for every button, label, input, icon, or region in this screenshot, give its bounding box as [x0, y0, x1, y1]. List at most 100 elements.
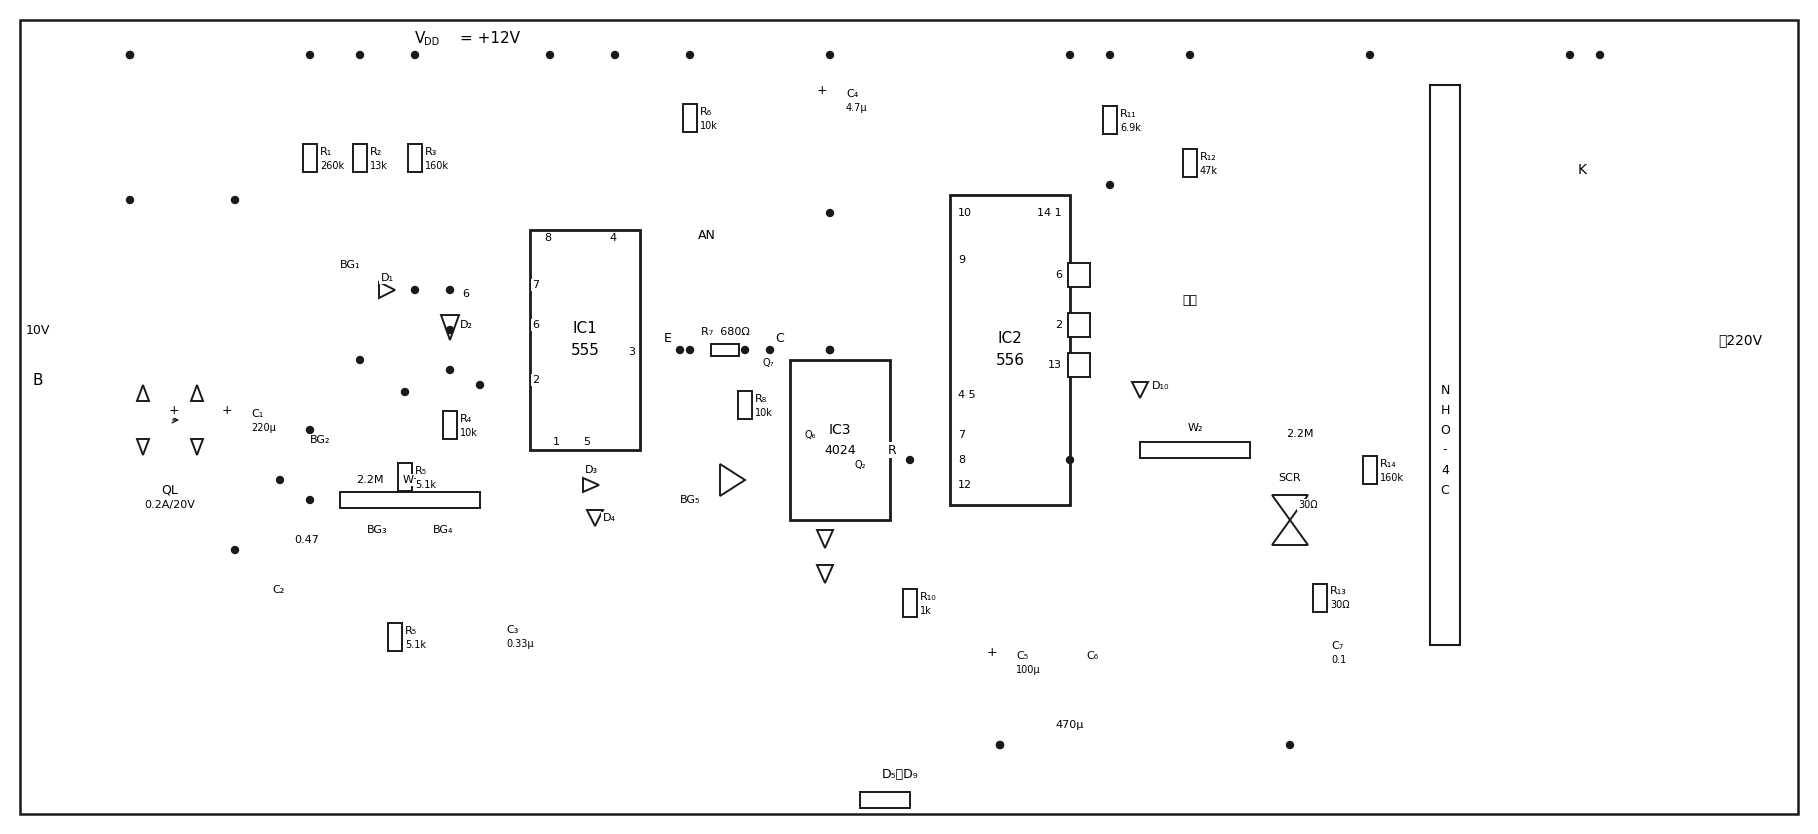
Polygon shape [816, 565, 833, 583]
Text: 2: 2 [1054, 320, 1062, 330]
Text: 10V: 10V [25, 324, 51, 336]
Text: 30Ω: 30Ω [1331, 600, 1349, 610]
Text: 8: 8 [958, 455, 965, 465]
Text: D₃: D₃ [584, 465, 598, 475]
Text: 3: 3 [629, 347, 636, 357]
Polygon shape [1273, 520, 1307, 545]
Text: O: O [1440, 424, 1451, 436]
Text: 1: 1 [553, 437, 560, 447]
Text: 10k: 10k [754, 408, 773, 418]
Circle shape [827, 52, 833, 58]
Text: R₇  680Ω: R₇ 680Ω [700, 327, 749, 337]
Text: R₅: R₅ [415, 466, 427, 476]
Text: 14 1: 14 1 [1038, 208, 1062, 218]
Text: -: - [1443, 444, 1447, 456]
Circle shape [411, 287, 418, 294]
Circle shape [127, 52, 133, 58]
Text: R₁₁: R₁₁ [1120, 109, 1136, 119]
Text: W₂: W₂ [1187, 423, 1204, 433]
Text: IC3: IC3 [829, 423, 851, 437]
Circle shape [1067, 52, 1073, 58]
Text: 6.9k: 6.9k [1120, 123, 1142, 133]
Text: D₅～D₉: D₅～D₉ [882, 768, 918, 781]
Circle shape [231, 546, 238, 554]
Circle shape [827, 209, 833, 217]
Bar [398, 463, 413, 491]
Circle shape [547, 52, 553, 58]
Text: 556: 556 [996, 353, 1025, 368]
Circle shape [1367, 52, 1374, 58]
Bar [340, 492, 480, 508]
Text: IC2: IC2 [998, 330, 1022, 345]
Text: BG₁: BG₁ [340, 260, 360, 270]
Text: 10k: 10k [700, 120, 718, 130]
Text: C: C [774, 331, 784, 344]
Text: ～220V: ～220V [1718, 333, 1762, 347]
Circle shape [411, 52, 418, 58]
Text: R: R [887, 444, 896, 456]
Text: 2: 2 [533, 375, 540, 385]
Polygon shape [1273, 495, 1307, 520]
Bar [1313, 584, 1327, 611]
Bar [860, 792, 911, 808]
Text: R₁₀: R₁₀ [920, 591, 936, 601]
Circle shape [611, 52, 618, 58]
Text: 6: 6 [462, 289, 469, 299]
Text: D₄: D₄ [602, 513, 616, 523]
Bar [353, 143, 367, 172]
Circle shape [996, 741, 1004, 748]
Bar [1104, 106, 1116, 134]
Polygon shape [584, 478, 598, 492]
Bar [1067, 313, 1091, 337]
Circle shape [907, 456, 913, 464]
Text: DD: DD [424, 37, 440, 47]
Text: 0.47: 0.47 [295, 535, 318, 545]
Circle shape [476, 381, 484, 389]
Text: C₃: C₃ [505, 625, 518, 635]
Circle shape [996, 741, 1004, 748]
Text: 输出: 输出 [1182, 294, 1198, 307]
Text: 4: 4 [609, 233, 616, 243]
Bar [1067, 263, 1091, 287]
Bar [387, 622, 402, 651]
Text: AN: AN [698, 229, 716, 242]
Polygon shape [191, 439, 204, 455]
Bar [904, 589, 916, 616]
Text: 6: 6 [1054, 270, 1062, 280]
Text: QL: QL [162, 484, 178, 496]
Circle shape [827, 346, 833, 354]
Circle shape [687, 346, 693, 354]
Text: C₅: C₅ [1016, 651, 1029, 661]
Text: BG₃: BG₃ [367, 525, 387, 535]
Text: BG₅: BG₅ [680, 495, 700, 505]
Text: 160k: 160k [1380, 473, 1403, 483]
Text: C₁: C₁ [251, 409, 264, 419]
Polygon shape [720, 464, 745, 496]
Circle shape [231, 197, 238, 203]
Text: 0.2A/20V: 0.2A/20V [145, 500, 196, 510]
Polygon shape [1133, 382, 1147, 398]
Text: 10: 10 [958, 208, 973, 218]
Circle shape [1567, 52, 1574, 58]
Text: +: + [816, 83, 827, 97]
Bar [444, 411, 456, 439]
Text: 13: 13 [1047, 360, 1062, 370]
Polygon shape [816, 530, 833, 548]
Text: C₂: C₂ [273, 585, 284, 595]
Circle shape [1287, 741, 1293, 748]
Text: R₃: R₃ [425, 147, 438, 157]
Circle shape [356, 52, 364, 58]
Text: R₁: R₁ [320, 147, 333, 157]
Text: SCR: SCR [1278, 473, 1302, 483]
Text: R₅: R₅ [405, 626, 416, 636]
Text: K: K [1578, 163, 1587, 177]
Text: 7: 7 [533, 280, 540, 290]
Circle shape [402, 389, 409, 395]
Text: 5.1k: 5.1k [405, 640, 425, 650]
Text: R₂: R₂ [371, 147, 382, 157]
Text: +: + [987, 646, 998, 659]
Circle shape [1107, 182, 1113, 188]
Text: BG₄: BG₄ [433, 525, 453, 535]
Bar [304, 143, 316, 172]
Polygon shape [191, 385, 204, 401]
